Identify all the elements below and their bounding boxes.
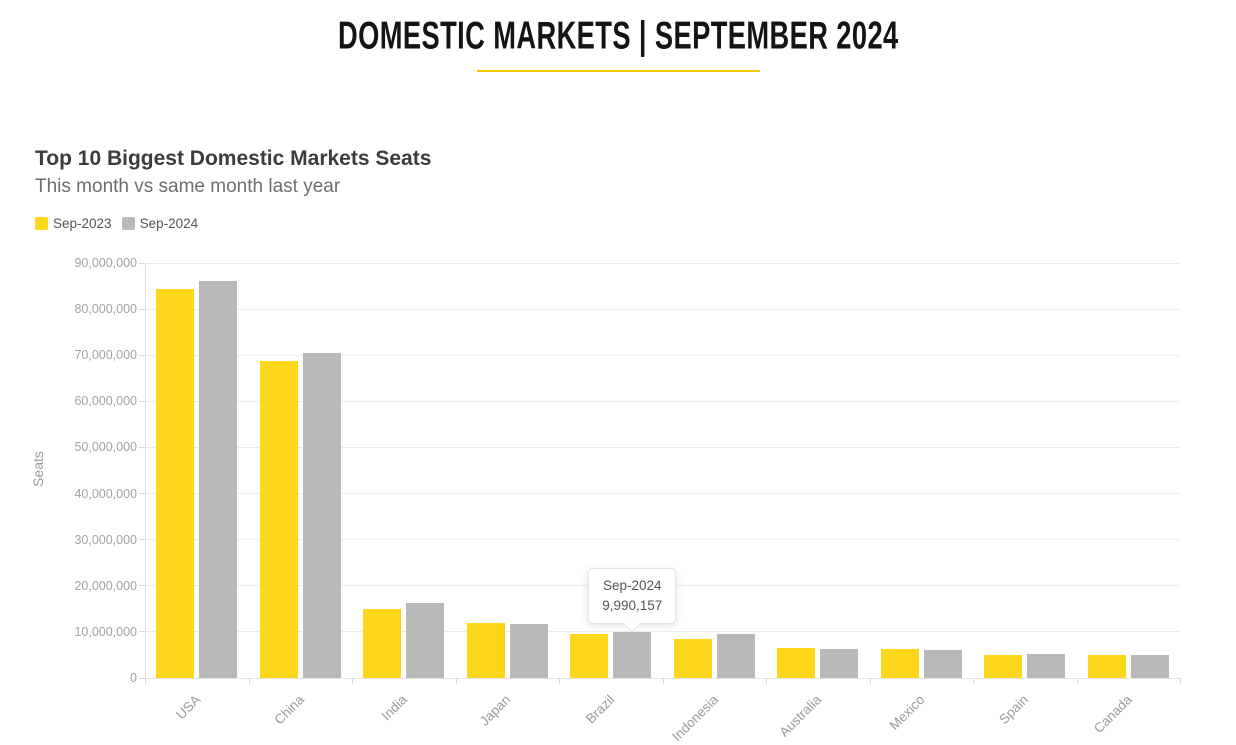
bar-sep-2023-indonesia[interactable] bbox=[673, 639, 712, 678]
y-axis-tick bbox=[139, 677, 145, 679]
bar-sep-2023-mexico[interactable] bbox=[880, 648, 919, 678]
x-axis-label-canada: Canada bbox=[1090, 692, 1135, 737]
y-axis-tick-label: 40,000,000 bbox=[74, 486, 137, 501]
x-axis-tick bbox=[662, 678, 664, 684]
x-axis-label-indonesia: Indonesia bbox=[668, 692, 721, 745]
y-axis-tick-label: 90,000,000 bbox=[74, 256, 137, 270]
y-axis-tick bbox=[139, 446, 145, 448]
bar-sep-2024-australia[interactable] bbox=[820, 649, 859, 678]
x-axis-tick bbox=[1180, 678, 1181, 684]
x-axis-label-spain: Spain bbox=[996, 692, 1032, 728]
x-axis-label-brazil: Brazil bbox=[582, 692, 618, 727]
page-header: DOMESTIC MARKETS | SEPTEMBER 2024 bbox=[0, 0, 1236, 72]
title-underline bbox=[476, 70, 760, 72]
x-axis-tick bbox=[766, 678, 767, 684]
legend-label: Sep-2023 bbox=[53, 216, 112, 231]
y-axis-tick-label: 70,000,000 bbox=[74, 348, 137, 363]
bar-sep-2023-china[interactable] bbox=[259, 360, 298, 678]
x-axis-label-usa: USA bbox=[173, 692, 204, 723]
legend-swatch-gray-icon bbox=[121, 217, 135, 230]
gridline bbox=[145, 400, 1180, 402]
y-axis-tick bbox=[139, 585, 145, 587]
gridline bbox=[145, 446, 1180, 448]
bar-sep-2024-japan[interactable] bbox=[509, 623, 548, 678]
bar-sep-2023-canada[interactable] bbox=[1087, 654, 1126, 678]
legend-label: Sep-2024 bbox=[139, 216, 199, 231]
chart-subtitle: This month vs same month last year bbox=[35, 176, 341, 197]
y-axis-tick-label: 60,000,000 bbox=[74, 394, 137, 409]
y-axis-tick bbox=[139, 262, 145, 264]
y-axis-tick bbox=[139, 308, 145, 310]
tooltip-series-name: Sep-2024 bbox=[602, 577, 662, 593]
y-axis-tick-label: 10,000,000 bbox=[74, 624, 137, 639]
bar-sep-2023-brazil[interactable] bbox=[570, 633, 609, 678]
bar-sep-2023-usa[interactable] bbox=[156, 289, 195, 678]
page-title: DOMESTIC MARKETS | SEPTEMBER 2024 bbox=[337, 13, 899, 58]
tooltip: Sep-2024 9,990,157 bbox=[588, 567, 677, 633]
x-axis-tick bbox=[559, 678, 560, 684]
bar-sep-2024-mexico[interactable] bbox=[923, 650, 962, 678]
y-axis-tick bbox=[139, 400, 145, 402]
bar-sep-2024-indonesia[interactable] bbox=[716, 634, 755, 678]
y-axis-tick bbox=[139, 631, 145, 633]
bar-sep-2024-china[interactable] bbox=[302, 352, 341, 678]
x-axis-tick bbox=[248, 678, 250, 684]
x-axis-tick bbox=[973, 678, 974, 684]
chart-title: Top 10 Biggest Domestic Markets Seats bbox=[35, 147, 432, 170]
gridline bbox=[145, 539, 1180, 541]
gridline bbox=[145, 631, 1180, 633]
gridline bbox=[145, 354, 1180, 356]
legend-item-sep-2024[interactable]: Sep-2024 bbox=[121, 216, 199, 231]
x-axis-label-china: China bbox=[271, 692, 307, 728]
gridline bbox=[145, 262, 1180, 264]
bar-sep-2023-australia[interactable] bbox=[777, 648, 816, 678]
y-axis-tick-label: 0 bbox=[130, 671, 137, 685]
gridline bbox=[145, 308, 1180, 310]
gridline bbox=[145, 493, 1180, 495]
x-axis-tick bbox=[455, 678, 457, 684]
y-axis-title: Seats bbox=[29, 450, 46, 487]
x-axis-tick bbox=[145, 678, 146, 684]
legend: Sep-2023 Sep-2024 bbox=[35, 216, 198, 231]
x-axis-label-australia: Australia bbox=[776, 692, 825, 740]
bar-sep-2024-brazil[interactable] bbox=[613, 631, 652, 678]
tooltip-value: 9,990,157 bbox=[602, 597, 663, 613]
legend-item-sep-2023[interactable]: Sep-2023 bbox=[35, 216, 112, 231]
y-axis-tick-label: 80,000,000 bbox=[74, 302, 137, 317]
bar-sep-2023-spain[interactable] bbox=[984, 655, 1023, 678]
x-axis-label-mexico: Mexico bbox=[887, 692, 928, 733]
bar-sep-2024-india[interactable] bbox=[406, 602, 445, 678]
y-axis-tick-label: 30,000,000 bbox=[74, 532, 137, 547]
x-axis-tick bbox=[352, 678, 353, 684]
y-axis-tick bbox=[139, 493, 145, 495]
bar-sep-2023-india[interactable] bbox=[363, 608, 402, 678]
x-axis-label-japan: Japan bbox=[477, 692, 514, 729]
y-axis-tick-label: 20,000,000 bbox=[74, 578, 137, 593]
bar-sep-2024-usa[interactable] bbox=[199, 280, 238, 678]
x-axis-label-india: India bbox=[379, 692, 411, 724]
y-axis-tick bbox=[139, 539, 145, 541]
legend-swatch-yellow-icon bbox=[35, 217, 48, 230]
bar-sep-2024-canada[interactable] bbox=[1130, 654, 1169, 678]
x-axis-tick bbox=[1076, 678, 1078, 684]
y-axis-tick bbox=[139, 354, 145, 356]
y-axis-line bbox=[145, 263, 146, 678]
x-axis-tick bbox=[869, 678, 871, 684]
bar-sep-2023-japan[interactable] bbox=[466, 622, 505, 678]
y-axis-tick-label: 50,000,000 bbox=[74, 440, 137, 455]
bar-sep-2024-spain[interactable] bbox=[1027, 654, 1066, 678]
